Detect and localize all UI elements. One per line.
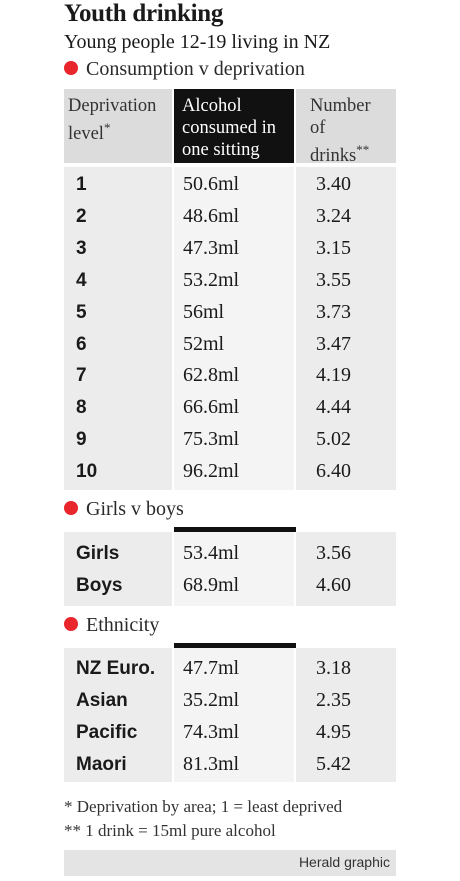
section-label-gender: Girls v boys (64, 498, 184, 521)
header-text: Deprivation (68, 96, 157, 116)
row-label: Maori (76, 754, 127, 775)
alcohol-value: 96.2ml (183, 460, 240, 483)
table-row: 7 62.8ml 4.19 (64, 360, 396, 391)
header-alcohol-consumed: Alcohol consumed in one sitting (174, 89, 294, 163)
table-row: 8 66.6ml 4.44 (64, 392, 396, 423)
alcohol-value: 50.6ml (183, 173, 240, 195)
drinks-value: 3.47 (316, 332, 351, 355)
drinks-value: 3.55 (316, 268, 351, 291)
drinks-value: 4.95 (316, 721, 351, 743)
table-row: 1 50.6ml 3.40 (64, 169, 396, 200)
row-label: Girls (76, 543, 120, 564)
table-ethnicity: NZ Euro. 47.7ml 3.18 Asian 35.2ml 2.35 Pacific… (64, 648, 396, 782)
alcohol-value: 53.2ml (183, 268, 240, 291)
drinks-value: 2.35 (316, 689, 351, 711)
table-row: 5 56ml 3.73 (64, 297, 396, 328)
row-label: 3 (76, 237, 87, 259)
table-header: Deprivation level* Alcohol consumed in o… (64, 89, 396, 167)
table-row: Pacific 74.3ml 4.95 (64, 717, 396, 748)
alcohol-value: 47.3ml (183, 236, 240, 259)
drinks-value: 6.40 (316, 460, 351, 483)
row-label: 10 (76, 461, 98, 483)
section-label-ethnicity: Ethnicity (64, 614, 159, 637)
footnote-drink: ** 1 drink = 15ml pure alcohol (64, 821, 276, 840)
alcohol-value: 48.6ml (183, 204, 240, 227)
row-label: 1 (76, 174, 87, 195)
drinks-value: 3.56 (316, 542, 351, 564)
row-label: NZ Euro. (76, 658, 156, 679)
table-row: 9 75.3ml 5.02 (64, 424, 396, 455)
chart-title: Youth drinking (64, 0, 224, 27)
footnote-mark: ** (356, 142, 370, 157)
row-label: Pacific (76, 722, 138, 743)
table-deprivation: 1 50.6ml 3.40 2 48.6ml 3.24 3 47.3ml 3.15 4 53.2ml… (64, 167, 396, 490)
header-text: Number (310, 96, 371, 116)
alcohol-value: 56ml (183, 300, 225, 323)
header-deprivation-level: Deprivation level* (64, 89, 172, 163)
alcohol-value: 52ml (183, 332, 225, 355)
row-label: 8 (76, 397, 87, 419)
table-row: Boys 68.9ml 4.60 (64, 570, 396, 601)
drinks-value: 5.02 (316, 428, 351, 451)
table-row: Maori 81.3ml 5.42 (64, 749, 396, 780)
table-gender: Girls 53.4ml 3.56 Boys 68.9ml 4.60 (64, 532, 396, 606)
row-label: 4 (76, 269, 87, 291)
drinks-value: 3.15 (316, 236, 351, 259)
credit-bar: Herald graphic (64, 850, 396, 876)
column-marker-bar (174, 643, 296, 648)
row-label: Boys (76, 575, 123, 596)
header-text: of (310, 118, 326, 138)
alcohol-value: 66.6ml (183, 396, 240, 419)
row-label: 7 (76, 365, 87, 387)
drinks-value: 4.60 (316, 574, 351, 596)
drinks-value: 3.40 (316, 173, 351, 195)
alcohol-value: 81.3ml (183, 753, 240, 775)
drinks-value: 4.44 (316, 396, 351, 419)
alcohol-value: 68.9ml (183, 574, 240, 596)
header-text: consumed in (182, 118, 277, 138)
drinks-value: 4.19 (316, 364, 351, 387)
table-row: 2 48.6ml 3.24 (64, 201, 396, 232)
footnote-deprivation: * Deprivation by area; 1 = least deprive… (64, 797, 343, 816)
column-marker-bar (174, 527, 296, 532)
row-label: 5 (76, 301, 87, 323)
header-text: one sitting (182, 140, 260, 160)
chart-subtitle: Young people 12-19 living in NZ (64, 31, 331, 53)
header-number-of-drinks: Number of drinks** (296, 89, 396, 167)
header-text: drinks (310, 146, 357, 167)
section-title: Consumption v deprivation (86, 58, 305, 80)
drinks-value: 5.42 (316, 753, 351, 775)
table-row: Girls 53.4ml 3.56 (64, 538, 396, 569)
table-row: Asian 35.2ml 2.35 (64, 685, 396, 716)
section-title: Ethnicity (86, 614, 160, 636)
table-row: 3 47.3ml 3.15 (64, 233, 396, 264)
section-title: Girls v boys (86, 498, 184, 520)
section-label-deprivation: Consumption v deprivation (64, 58, 305, 81)
drinks-value: 3.73 (316, 300, 351, 323)
header-text: Alcohol (182, 96, 242, 116)
table-row: 10 96.2ml 6.40 (64, 456, 396, 487)
row-label: Asian (76, 690, 128, 711)
table-row: NZ Euro. 47.7ml 3.18 (64, 653, 396, 684)
alcohol-value: 74.3ml (183, 721, 240, 743)
alcohol-value: 75.3ml (183, 428, 240, 451)
red-dot-icon (64, 61, 78, 75)
alcohol-value: 62.8ml (183, 364, 240, 387)
table-row: 4 53.2ml 3.55 (64, 265, 396, 296)
row-label: 9 (76, 429, 87, 451)
header-text: level (68, 124, 104, 145)
row-label: 2 (76, 205, 87, 227)
alcohol-value: 35.2ml (183, 689, 240, 711)
red-dot-icon (64, 501, 78, 515)
alcohol-value: 53.4ml (183, 542, 240, 564)
red-dot-icon (64, 617, 78, 631)
row-label: 6 (76, 333, 87, 355)
footnote-mark: * (103, 120, 111, 135)
table-row: 6 52ml 3.47 (64, 329, 396, 360)
alcohol-value: 47.7ml (183, 657, 240, 679)
credit-text: Herald graphic (298, 854, 390, 870)
drinks-value: 3.24 (316, 204, 351, 227)
drinks-value: 3.18 (316, 657, 351, 679)
